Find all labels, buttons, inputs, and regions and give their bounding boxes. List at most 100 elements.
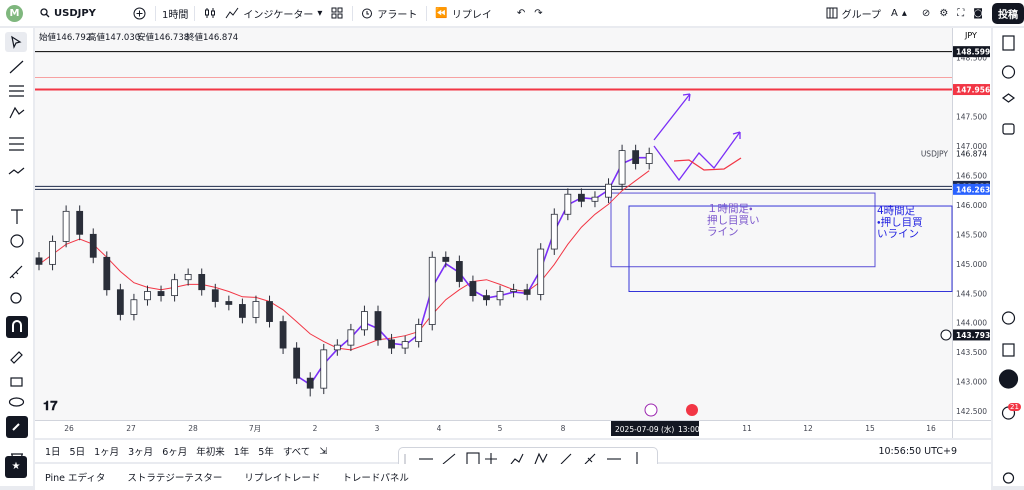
panel-tab[interactable]: リプレイトレード bbox=[244, 473, 321, 484]
event-icon[interactable] bbox=[644, 403, 658, 417]
visibility-tool[interactable] bbox=[8, 397, 25, 407]
range-button[interactable]: 5年 bbox=[258, 447, 274, 458]
layouts[interactable] bbox=[331, 7, 343, 19]
zone-box bbox=[628, 205, 953, 292]
y-tick-label: 147.000 bbox=[956, 142, 987, 151]
range-button[interactable]: 5日 bbox=[69, 447, 86, 458]
economic-event-icon[interactable] bbox=[686, 404, 698, 416]
candle-body bbox=[211, 289, 219, 302]
candle-body bbox=[496, 291, 504, 301]
trend-tool[interactable] bbox=[442, 453, 456, 465]
snapshot[interactable]: ◙ bbox=[973, 7, 983, 19]
quick-search[interactable]: ⊘ bbox=[921, 7, 931, 19]
layout-select[interactable]: グループ A ▴ bbox=[826, 6, 907, 21]
chart-type[interactable] bbox=[204, 7, 216, 19]
path-tool[interactable] bbox=[510, 453, 524, 465]
logo[interactable]: M bbox=[6, 4, 23, 22]
price-tag-label: 143.793 bbox=[956, 331, 990, 340]
x-tick-label: 2 bbox=[313, 424, 318, 433]
candle-body bbox=[523, 289, 531, 295]
alerts-icon[interactable] bbox=[1001, 65, 1016, 79]
range-button[interactable]: 1日 bbox=[45, 447, 61, 458]
trendline-tool[interactable] bbox=[9, 60, 24, 74]
undo[interactable]: ↶ bbox=[516, 7, 526, 19]
range-button[interactable]: 6ヶ月 bbox=[162, 447, 188, 458]
help-icon[interactable] bbox=[1002, 472, 1015, 484]
add-alert-button[interactable] bbox=[940, 329, 952, 341]
indicators[interactable]: インジケーター ▾ bbox=[225, 6, 322, 21]
publish[interactable]: 投稿 bbox=[991, 2, 1024, 24]
zone-note: １時間足・ bbox=[707, 203, 753, 215]
range-button[interactable]: すべて bbox=[282, 447, 311, 458]
active-tool-bg bbox=[5, 32, 27, 52]
candle-body bbox=[252, 301, 260, 318]
interval[interactable]: 1時間 bbox=[155, 5, 196, 21]
cross-tool[interactable] bbox=[485, 453, 497, 465]
brush-tool[interactable] bbox=[8, 167, 25, 175]
data-window-icon[interactable] bbox=[1001, 93, 1016, 103]
settings[interactable]: ⚙ bbox=[939, 7, 949, 19]
range-button[interactable]: 年初来 bbox=[196, 447, 225, 458]
candle-body bbox=[184, 273, 192, 281]
measure-tool[interactable] bbox=[9, 265, 23, 279]
forecast-arrow-zigzag bbox=[653, 131, 741, 182]
currency: JPY bbox=[964, 31, 977, 40]
price-tag bbox=[953, 183, 990, 195]
pattern-tool[interactable] bbox=[534, 452, 548, 465]
candle-body bbox=[401, 341, 409, 349]
y-tick-label: 146.000 bbox=[956, 201, 987, 210]
forecast-arrow-up bbox=[653, 93, 691, 141]
zone-note: ライン bbox=[707, 226, 739, 238]
range-button[interactable]: 3ヶ月 bbox=[128, 447, 154, 458]
magnet-bg[interactable] bbox=[6, 316, 28, 338]
redo[interactable]: ↷ bbox=[534, 7, 543, 19]
symbol-search[interactable]: USDJPY bbox=[40, 8, 124, 19]
watchlist-icon[interactable] bbox=[1002, 35, 1015, 51]
top-toolbar: M USDJPY 1時間 インジケーター ▾ アラート ⏪ リプレイ ↶ ↷ グルー… bbox=[0, 0, 1024, 26]
lock-drawings[interactable] bbox=[10, 351, 23, 364]
lock-tool[interactable] bbox=[10, 377, 23, 387]
projection-tool[interactable] bbox=[9, 137, 24, 151]
alert[interactable]: アラート bbox=[352, 5, 417, 21]
right-sidebar: 21 bbox=[993, 28, 1024, 486]
pattern-tool[interactable] bbox=[9, 106, 25, 119]
y-tick-label: 148.500 bbox=[956, 53, 987, 62]
range-button[interactable]: 1ヶ月 bbox=[94, 447, 120, 458]
fib-tool[interactable] bbox=[9, 85, 24, 97]
text-tool[interactable] bbox=[11, 209, 23, 224]
y-tick-label: 145.000 bbox=[956, 260, 987, 269]
favorites[interactable]: ★ bbox=[5, 456, 27, 478]
candle-body bbox=[89, 233, 97, 258]
zone-note: 4時間足 bbox=[877, 205, 916, 217]
candle-body bbox=[76, 210, 84, 235]
replay[interactable]: ⏪ リプレイ bbox=[426, 5, 492, 21]
cursor-date: 2025-07-09 (水) bbox=[615, 424, 674, 434]
last-price: 146.874 bbox=[956, 149, 987, 158]
chat-icon[interactable] bbox=[1002, 123, 1015, 135]
zone-box bbox=[610, 192, 876, 268]
panel-tab[interactable]: Pine エディタ bbox=[45, 473, 106, 484]
candle-body bbox=[266, 301, 273, 322]
range-button[interactable]: 1年 bbox=[233, 447, 250, 458]
candle-body bbox=[564, 193, 572, 215]
zoom-tool[interactable] bbox=[10, 292, 22, 304]
panel-tab[interactable]: ストラテジーテスター bbox=[127, 473, 223, 484]
candle-body bbox=[591, 196, 599, 202]
ideas-icon[interactable] bbox=[1001, 311, 1016, 325]
candle-body bbox=[225, 301, 233, 305]
fullscreen[interactable]: ⛶ bbox=[957, 7, 965, 19]
ray-tool[interactable] bbox=[560, 453, 572, 465]
brush-tool[interactable] bbox=[584, 453, 596, 465]
price-tag-label: 147.956 bbox=[956, 86, 990, 95]
candle-body bbox=[415, 324, 423, 342]
apps-icon[interactable] bbox=[998, 369, 1019, 389]
goto-date[interactable]: ⇲ bbox=[319, 445, 328, 457]
icon-tool[interactable] bbox=[10, 234, 24, 248]
add-symbol[interactable] bbox=[133, 7, 146, 20]
legend-item: 始値146.792 bbox=[39, 32, 91, 43]
panel-tab[interactable]: トレードパネル bbox=[342, 473, 409, 484]
cursor-tool[interactable] bbox=[11, 35, 22, 49]
candle-body bbox=[442, 256, 450, 262]
calendar-icon[interactable] bbox=[1002, 343, 1015, 357]
